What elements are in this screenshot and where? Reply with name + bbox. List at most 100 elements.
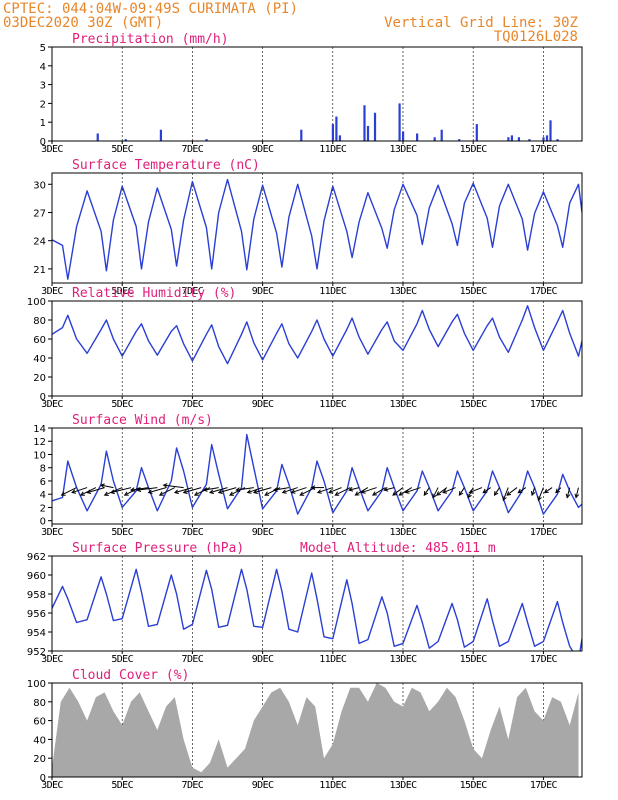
wind-vector [502, 487, 509, 502]
precipitation-bar [416, 133, 419, 141]
precipitation-bar [458, 139, 461, 141]
wind-x-tick-label: 5DEC [111, 527, 133, 538]
humidity-x-tick-label: 5DEC [111, 399, 133, 410]
run-time: 03DEC2020 30Z (GMT) [3, 15, 163, 31]
humidity-x-tick-label: 15DEC [460, 399, 488, 410]
pressure-x-tick-label: 7DEC [182, 654, 204, 665]
pressure-frame [51, 555, 583, 652]
wind-vector [348, 487, 360, 492]
wind-vector [517, 487, 527, 494]
precipitation-x-tick-label: 3DEC [41, 144, 63, 155]
precipitation-y-tick-label: 3 [40, 81, 46, 92]
temperature-title: Surface Temperature (nC) [72, 158, 260, 173]
station-header: CPTEC: 044:04W-09:49S CURIMATA (PI) [3, 1, 298, 17]
precipitation-bar [510, 135, 514, 141]
temperature-x-tick-label: 11DEC [319, 286, 347, 297]
wind-vector [193, 487, 211, 496]
humidity-y-tick-label: 80 [33, 316, 46, 327]
humidity-y-tick-label: 0 [40, 392, 46, 403]
wind-vector [530, 487, 536, 497]
wind-vector [99, 483, 114, 489]
wind-vector [252, 487, 272, 494]
temperature-x-tick-label: 15DEC [460, 286, 488, 297]
cloud-cover-x-tick-label: 9DEC [252, 780, 274, 791]
wind-vector [392, 487, 404, 496]
pressure-panel: 3DEC 5DEC 7DEC 9DEC 11DEC 13DEC 15DEC 17DEC 952 9… [27, 541, 583, 665]
temperature-y-tick-label: 27 [33, 208, 46, 219]
wind-vector [103, 487, 123, 496]
wind-vector [404, 487, 421, 494]
wind-line [52, 433, 582, 515]
humidity-x-tick-label: 9DEC [252, 399, 274, 410]
cloud-cover-frame [51, 682, 583, 778]
wind-vector [565, 487, 571, 499]
wind-vector [272, 487, 290, 492]
wind-panel: 3DEC 5DEC 7DEC 9DEC 11DEC 13DEC 15DEC 17DEC 0 2 4 6… [33, 413, 583, 538]
pressure-y-tick-label: 954 [27, 628, 46, 639]
wind-vector [360, 487, 377, 494]
humidity-y-tick-label: 40 [33, 354, 46, 365]
wind-x-tick-label: 9DEC [252, 527, 274, 538]
wind-x-tick-label: 15DEC [460, 527, 488, 538]
wind-y-tick-label: 10 [33, 450, 46, 461]
precipitation-bar [366, 125, 370, 141]
cloud-cover-title: Cloud Cover (%) [72, 668, 189, 683]
wind-vector [217, 487, 237, 494]
wind-vector [458, 487, 465, 496]
cloud-cover-area [52, 683, 579, 777]
precipitation-bar [338, 135, 342, 141]
precipitation-x-tick-label: 13DEC [389, 144, 417, 155]
wind-vector [398, 487, 413, 496]
wind-vector [354, 487, 369, 496]
precipitation-bar [96, 133, 99, 141]
cloud-cover-y-tick-label: 20 [33, 754, 46, 765]
precipitation-y-tick-label: 4 [40, 62, 46, 73]
wind-vector [316, 487, 333, 494]
temperature-y-tick-label: 24 [33, 237, 46, 248]
wind-vector [71, 487, 88, 494]
precipitation-bar [517, 137, 521, 141]
humidity-y-tick-label: 60 [33, 335, 46, 346]
temperature-line [52, 178, 582, 280]
cloud-cover-y-tick-label: 80 [33, 698, 46, 709]
wind-y-tick-label: 6 [40, 477, 46, 488]
humidity-panel: 3DEC 5DEC 7DEC 9DEC 11DEC 13DEC 15DEC 17DEC 0 20 4… [27, 286, 583, 410]
precipitation-title: Precipitation (mm/h) [72, 32, 229, 47]
wind-vector [182, 487, 202, 494]
wind-vector [158, 487, 176, 496]
precipitation-bar [373, 112, 377, 141]
cloud-cover-y-tick-label: 40 [33, 735, 46, 746]
wind-y-tick-label: 12 [33, 437, 46, 448]
wind-vector [432, 487, 439, 499]
precipitation-y-tick-label: 1 [40, 118, 46, 129]
pressure-x-tick-label: 17DEC [530, 654, 558, 665]
cloud-cover-y-tick-label: 60 [33, 717, 46, 728]
precipitation-bar [556, 139, 559, 141]
precipitation-bar [335, 116, 338, 141]
pressure-y-tick-label: 952 [27, 647, 46, 658]
cloud-cover-x-tick-label: 5DEC [111, 780, 133, 791]
precipitation-bar [528, 139, 531, 141]
wind-vector [310, 485, 325, 490]
humidity-y-tick-label: 100 [27, 297, 46, 308]
wind-vector [334, 487, 351, 496]
wind-vector [109, 487, 132, 495]
temperature-panel: 3DEC 5DEC 7DEC 9DEC 11DEC 13DEC 15DEC 17DEC 21 24… [33, 158, 583, 297]
wind-vector [147, 487, 167, 494]
precipitation-bar [398, 103, 401, 141]
precipitation-x-tick-label: 15DEC [460, 144, 488, 155]
precipitation-x-tick-label: 11DEC [319, 144, 347, 155]
pressure-y-tick-label: 956 [27, 609, 46, 620]
precipitation-frame [51, 46, 583, 142]
pressure-y-tick-label: 958 [27, 590, 46, 601]
cloud-cover-x-tick-label: 13DEC [389, 780, 417, 791]
humidity-x-tick-label: 7DEC [182, 399, 204, 410]
wind-vector [371, 487, 386, 496]
wind-vector [383, 487, 395, 492]
wind-vector [423, 487, 430, 496]
humidity-y-tick-label: 20 [33, 373, 46, 384]
wind-vector [506, 487, 518, 496]
precipitation-bar [205, 139, 208, 141]
precipitation-bar [475, 124, 478, 141]
